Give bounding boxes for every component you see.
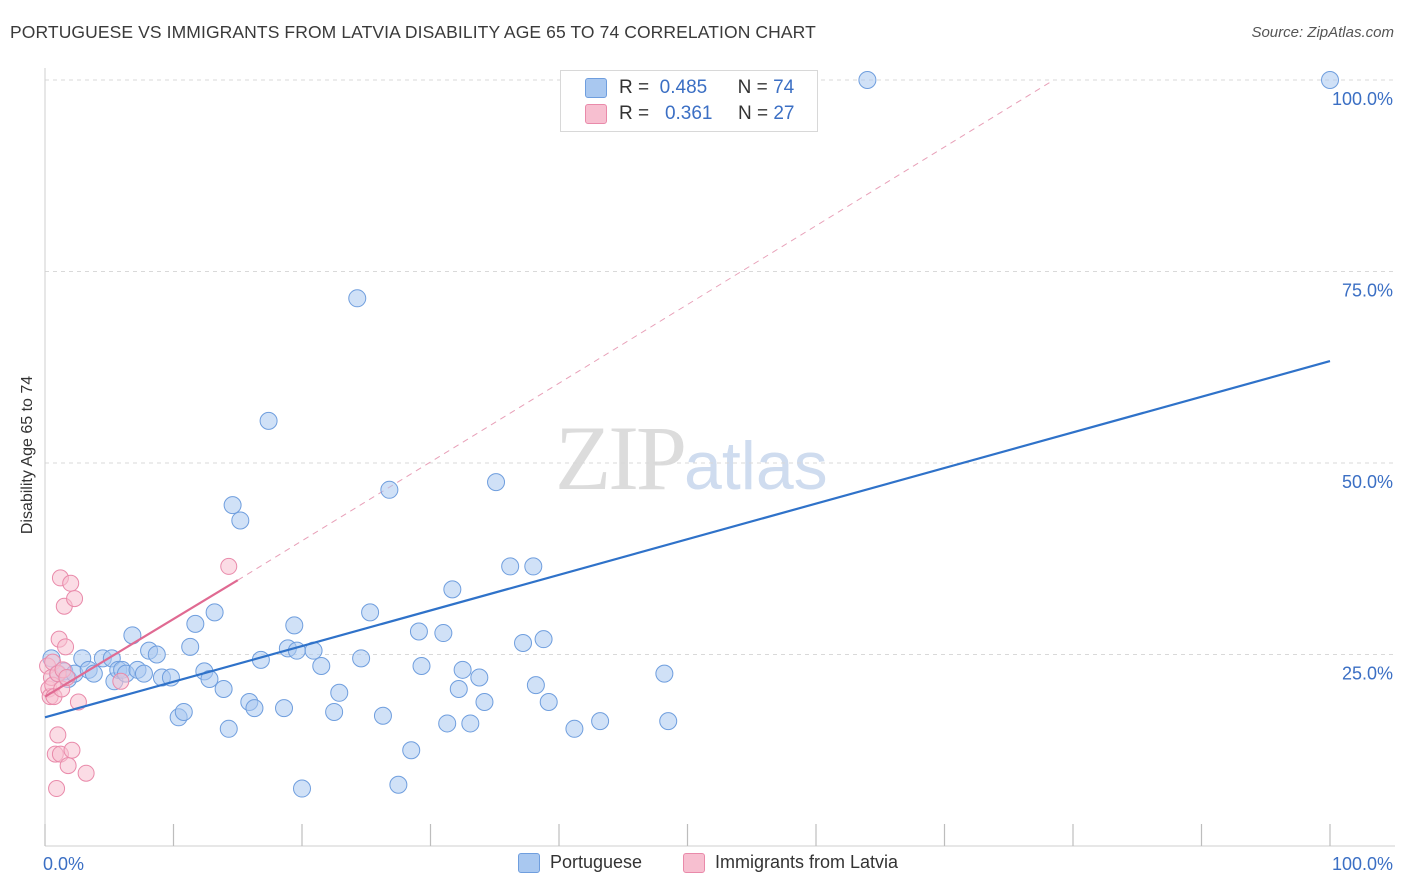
portuguese-point: [565, 719, 584, 738]
latvia-trend-line: [44, 579, 239, 698]
portuguese-point: [214, 679, 233, 698]
watermark: ZIPatlas: [555, 405, 828, 511]
latvia-point: [220, 557, 238, 575]
portuguese-point: [293, 779, 311, 798]
legend-r-value: 0.361: [664, 103, 713, 124]
portuguese-point: [134, 664, 153, 683]
portuguese-point: [443, 580, 462, 599]
portuguese-point: [147, 645, 166, 664]
latvia-point: [59, 757, 77, 775]
portuguese-point: [219, 719, 238, 738]
portuguese-point: [325, 702, 344, 721]
portuguese-point: [380, 480, 399, 499]
y-tick-label: 100.0%: [1332, 89, 1393, 109]
portuguese-point: [330, 683, 349, 702]
portuguese-point: [534, 630, 553, 649]
portuguese-point: [539, 692, 558, 711]
portuguese-point: [402, 741, 421, 760]
portuguese-point: [373, 706, 392, 725]
legend-r-value: 0.485: [659, 77, 708, 98]
portuguese-point: [186, 614, 205, 633]
portuguese-point: [245, 699, 264, 718]
portuguese-point: [475, 692, 494, 711]
legend-r-label: R =: [619, 77, 650, 98]
legend-n-label: N =: [737, 103, 769, 124]
watermark-zip: ZIP: [555, 407, 687, 509]
portuguese-point: [655, 664, 674, 683]
source-label: Source: ZipAtlas.com: [1251, 24, 1394, 41]
series-legend: Portuguese Immigrants from Latvia: [0, 852, 1406, 878]
portuguese-point: [348, 289, 367, 308]
portuguese-trend-line: [44, 360, 1331, 719]
portuguese-point: [470, 668, 489, 687]
portuguese-point: [174, 702, 193, 721]
latvia-point: [66, 590, 84, 608]
chart-title: PORTUGUESE VS IMMIGRANTS FROM LATVIA DIS…: [10, 22, 816, 42]
legend-r-label: R =: [619, 103, 650, 124]
latvia-point: [49, 726, 67, 744]
legend-row-latvia: R = 0.361 N = 27: [585, 102, 794, 126]
portuguese-point: [434, 624, 453, 643]
legend-swatch-pink: [585, 104, 607, 124]
legend-n-value: 74: [773, 77, 795, 98]
latvia-point: [112, 672, 130, 690]
legend-swatch-blue: [585, 78, 607, 98]
portuguese-point: [200, 670, 219, 689]
legend-n-label: N =: [737, 77, 768, 98]
portuguese-point: [453, 660, 472, 679]
portuguese-point: [223, 496, 242, 515]
portuguese-point: [181, 637, 200, 656]
portuguese-point: [285, 616, 304, 635]
portuguese-point: [275, 699, 294, 718]
legend-swatch-blue: [518, 852, 540, 873]
portuguese-point: [501, 557, 520, 576]
portuguese-point: [591, 712, 610, 731]
portuguese-point: [259, 411, 278, 430]
x-tick-label: 100.0%: [1332, 854, 1393, 874]
watermark-atlas: atlas: [684, 428, 828, 504]
latvia-point: [63, 741, 81, 759]
portuguese-point: [659, 712, 678, 731]
portuguese-point: [1321, 71, 1339, 89]
portuguese-point: [409, 622, 428, 641]
legend-label-latvia: Immigrants from Latvia: [715, 852, 899, 872]
legend-item-portuguese: Portuguese: [518, 852, 642, 873]
portuguese-point: [524, 557, 543, 576]
portuguese-point: [352, 649, 371, 668]
x-tick-label: 0.0%: [43, 854, 84, 874]
legend-swatch-pink: [683, 852, 705, 873]
portuguese-point: [231, 511, 250, 530]
y-tick-label: 75.0%: [1342, 281, 1393, 301]
portuguese-point: [389, 775, 408, 794]
portuguese-point: [487, 473, 506, 492]
portuguese-point: [461, 714, 480, 733]
latvia-point: [77, 764, 95, 782]
portuguese-point: [514, 634, 533, 653]
y-tick-label: 50.0%: [1342, 472, 1393, 492]
legend-row-portuguese: R = 0.485 N = 74: [585, 76, 794, 100]
portuguese-point: [858, 71, 877, 89]
portuguese-point: [449, 679, 468, 698]
latvia-point: [57, 638, 75, 656]
legend-item-latvia: Immigrants from Latvia: [683, 852, 898, 873]
legend-n-value: 27: [773, 103, 795, 124]
latvia-point: [48, 780, 66, 798]
latvia-trend-extension: [237, 79, 1054, 581]
portuguese-point: [526, 676, 545, 695]
portuguese-point: [205, 603, 224, 622]
y-tick-label: 25.0%: [1342, 664, 1393, 684]
latvia-point: [62, 574, 80, 592]
portuguese-point: [412, 656, 431, 675]
portuguese-point: [438, 714, 457, 733]
correlation-legend: R = 0.485 N = 74 R = 0.361 N = 27: [560, 70, 818, 132]
legend-label-portuguese: Portuguese: [550, 852, 643, 872]
portuguese-point: [361, 603, 380, 622]
portuguese-point: [312, 656, 331, 675]
